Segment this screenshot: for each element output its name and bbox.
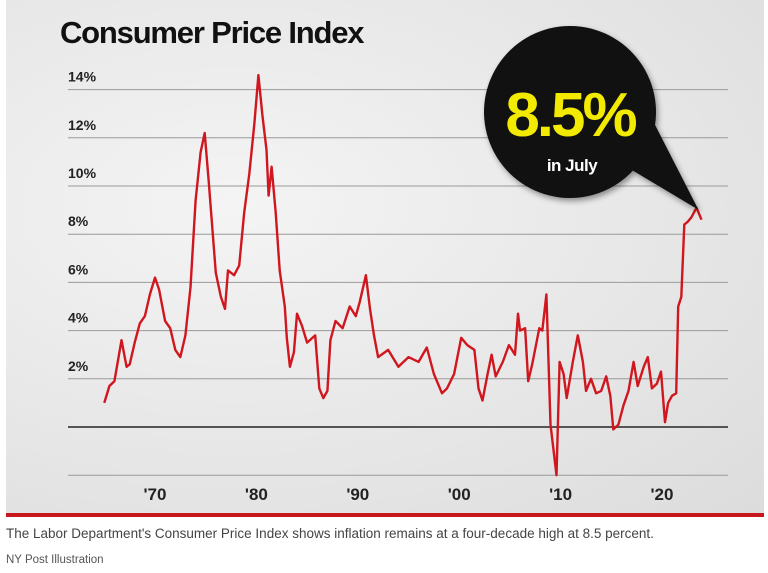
x-tick-label: '90 xyxy=(346,485,369,504)
divider-rule xyxy=(6,513,764,517)
y-tick-label: 2% xyxy=(68,358,89,374)
callout-value: 8.5% xyxy=(505,81,636,150)
cpi-line-chart: 14% 12% 10% 8% 6% 4% 2% '70 '80 '90 '00 '10 '20 8.5%… xyxy=(68,26,728,504)
cpi-series-line xyxy=(103,73,703,477)
callout-label: in July xyxy=(547,156,598,175)
y-tick-label: 14% xyxy=(68,69,97,85)
x-tick-label: '20 xyxy=(651,485,674,504)
y-tick-label: 10% xyxy=(68,165,97,181)
y-tick-label: 4% xyxy=(68,310,89,326)
x-tick-label: '00 xyxy=(448,485,471,504)
x-tick-label: '80 xyxy=(245,485,268,504)
callout-bubble: 8.5% in July xyxy=(484,26,699,210)
y-tick-label: 6% xyxy=(68,261,89,277)
caption: The Labor Department's Consumer Price In… xyxy=(6,526,654,541)
y-tick-label: 8% xyxy=(68,213,89,229)
chart-title: Consumer Price Index xyxy=(60,15,365,50)
callout-shape xyxy=(484,26,699,210)
y-tick-label: 12% xyxy=(68,117,97,133)
x-tick-label: '70 xyxy=(144,485,167,504)
x-tick-label: '10 xyxy=(549,485,572,504)
photo-credit: NY Post Illustration xyxy=(6,554,104,566)
chart-figure: 14% 12% 10% 8% 6% 4% 2% '70 '80 '90 '00 '10 '20 8.5%… xyxy=(6,0,764,513)
